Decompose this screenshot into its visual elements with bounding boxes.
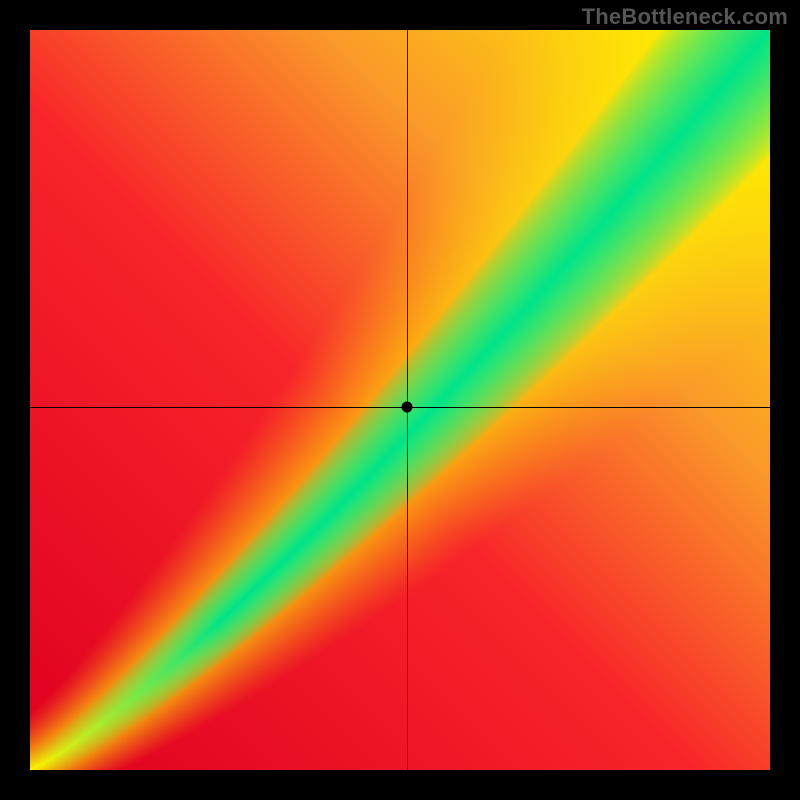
heatmap-canvas — [30, 30, 770, 770]
crosshair-vertical — [407, 30, 408, 770]
watermark-text: TheBottleneck.com — [582, 4, 788, 30]
crosshair-marker — [402, 402, 413, 413]
crosshair-horizontal — [30, 407, 770, 408]
